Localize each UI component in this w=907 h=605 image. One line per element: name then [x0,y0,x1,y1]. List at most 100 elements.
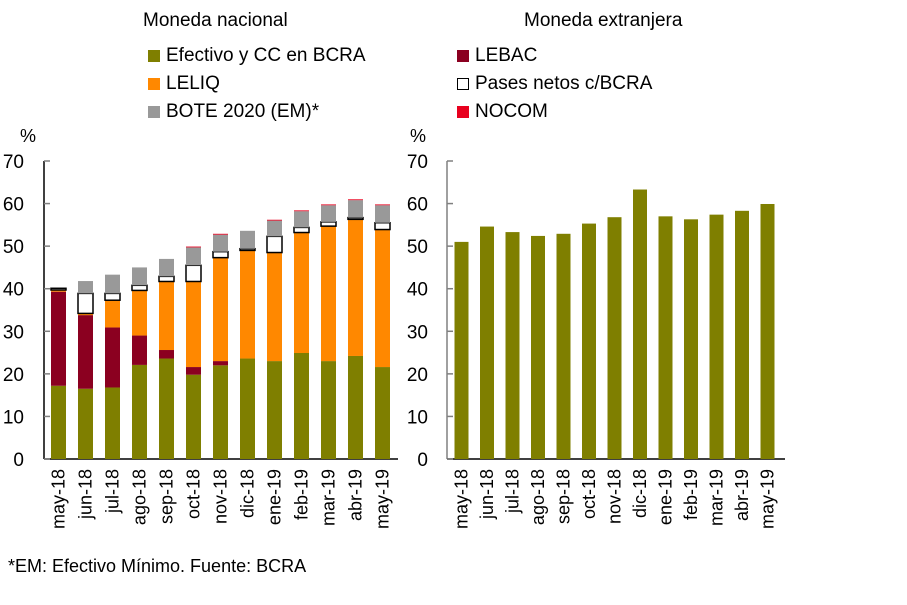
bar-nacional-nocom-mar-19 [321,204,336,206]
x-tick-label: jul-18 [503,469,523,514]
bar-nacional-bote-2020-em-ene-19 [267,220,282,237]
bar-nacional-pases-netos-c-bcra-oct-18 [185,264,202,283]
bar-nacional-leliq-sep-18 [159,281,174,351]
legend-label: LEBAC [475,45,538,66]
bar-nacional-bote-2020-em-jul-18 [105,274,120,294]
bar-nacional-efectivo-y-cc-en-bcra-jul-18 [105,387,120,459]
legend-label: Efectivo y CC en BCRA [166,45,366,66]
bar-nacional-nocom-ene-19 [267,219,282,221]
bar-nacional-bote-2020-em-may-19 [375,205,390,223]
y-tick-label: 40 [407,280,428,301]
bar-nacional-pases-netos-c-bcra-dic-18 [239,247,256,252]
legend-right: LEBAC Pases netos c/BCRA NOCOM [457,42,652,126]
legend-swatch-pases [457,78,469,90]
x-tick-label: jun-18 [76,469,96,520]
y-tick-label: 20 [407,365,428,386]
y-tick-label: 60 [407,195,428,216]
bar-nacional-pases-netos-c-bcra-may-19 [374,221,391,231]
bar-nacional-leliq-jun-18 [78,313,93,316]
x-tick-label: nov-18 [605,469,625,524]
x-tick-label: dic-18 [630,469,650,518]
x-tick-label: may-18 [49,469,69,529]
y-tick-label: 20 [3,365,24,386]
x-tick-label: mar-19 [707,469,727,526]
legend-item-bote: BOTE 2020 (EM)* [148,98,366,126]
bar-nacional-lebac-oct-18 [186,367,201,375]
legend-label: LELIQ [166,73,220,94]
y-tick-label: 70 [407,152,428,173]
chart-title-moneda-extranjera: Moneda extranjera [524,10,683,31]
bar-extranjera-total-abr-19 [735,210,749,459]
bar-nacional-bote-2020-em-abr-19 [348,200,363,218]
legend-label: NOCOM [475,101,548,122]
bar-nacional-efectivo-y-cc-en-bcra-mar-19 [321,361,336,459]
x-tick-label: abr-19 [346,469,366,521]
bar-nacional-leliq-dic-18 [240,250,255,359]
x-tick-label: jul-18 [103,469,123,514]
legend-label: BOTE 2020 (EM)* [166,101,320,122]
y-tick-label: 70 [3,152,24,173]
x-tick-label: ago-18 [528,469,548,525]
legend-swatch-leliq [148,78,160,90]
bar-nacional-pases-netos-c-bcra-feb-19 [293,226,310,234]
bar-nacional-pases-netos-c-bcra-ene-19 [266,235,283,254]
legend-item-pases: Pases netos c/BCRA [457,70,652,98]
legend-item-efectivo: Efectivo y CC en BCRA [148,42,366,70]
bar-nacional-leliq-may-19 [375,229,390,368]
bar-extranjera-total-ene-19 [658,216,673,459]
y-tick-label: 10 [3,407,24,428]
bar-nacional-efectivo-y-cc-en-bcra-ago-18 [132,364,147,459]
x-tick-label: ene-19 [656,469,676,525]
y-tick-label: 0 [417,450,428,471]
bar-extranjera-total-feb-19 [684,219,698,459]
y-axis-unit-label: % [410,126,426,146]
bar-nacional-leliq-ago-18 [132,290,147,336]
x-tick-label: abr-19 [732,469,752,521]
legend-swatch-efectivo [148,50,160,62]
x-tick-label: dic-18 [238,469,258,518]
bar-nacional-pases-netos-c-bcra-jul-18 [104,292,121,301]
bar-nacional-lebac-may-18 [51,291,66,386]
x-tick-label: oct-18 [184,469,204,519]
bar-nacional-bote-2020-em-oct-18 [186,247,201,266]
bar-nacional-leliq-oct-18 [186,281,201,368]
bar-nacional-efectivo-y-cc-en-bcra-jun-18 [78,388,93,459]
bar-nacional-lebac-ago-18 [132,335,147,365]
bar-extranjera-total-jun-18 [480,226,494,459]
legend-swatch-lebac [457,50,469,62]
bar-nacional-leliq-jul-18 [105,300,120,328]
bar-nacional-lebac-jun-18 [78,315,93,389]
bar-nacional-bote-2020-em-nov-18 [213,234,228,252]
x-tick-label: feb-19 [681,469,701,520]
bar-extranjera-total-mar-19 [709,214,724,459]
bar-extranjera-total-jul-18 [505,232,520,459]
bar-nacional-pases-netos-c-bcra-abr-19 [347,216,364,221]
bar-extranjera-total-dic-18 [633,189,647,459]
bar-nacional-nocom-nov-18 [213,233,228,235]
bar-extranjera-total-oct-18 [582,223,596,459]
y-tick-label: 50 [3,237,24,258]
bar-nacional-efectivo-y-cc-en-bcra-may-19 [375,367,390,459]
x-tick-label: oct-18 [579,469,599,519]
bar-nacional-bote-2020-em-sep-18 [159,258,174,277]
bar-nacional-pases-netos-c-bcra-sep-18 [158,275,175,283]
bar-nacional-lebac-nov-18 [213,361,228,366]
x-tick-label: sep-18 [554,469,574,524]
legend-item-lebac: LEBAC [457,42,652,70]
bar-nacional-leliq-feb-19 [294,232,309,353]
bar-nacional-nocom-feb-19 [294,210,309,212]
x-tick-label: jun-18 [477,469,497,520]
y-tick-label: 10 [407,407,428,428]
x-tick-label: mar-19 [319,469,339,526]
bar-extranjera-total-may-18 [454,241,469,459]
x-tick-label: sep-18 [157,469,177,524]
bar-extranjera-total-may-19 [760,203,775,459]
bar-nacional-efectivo-y-cc-en-bcra-may-18 [51,385,66,459]
bar-extranjera-total-sep-18 [556,233,571,459]
x-tick-label: ene-19 [265,469,285,525]
bar-nacional-bote-2020-em-jun-18 [78,281,93,294]
y-tick-label: 40 [3,280,24,301]
legend-swatch-bote [148,106,160,118]
bar-nacional-efectivo-y-cc-en-bcra-abr-19 [348,355,363,459]
